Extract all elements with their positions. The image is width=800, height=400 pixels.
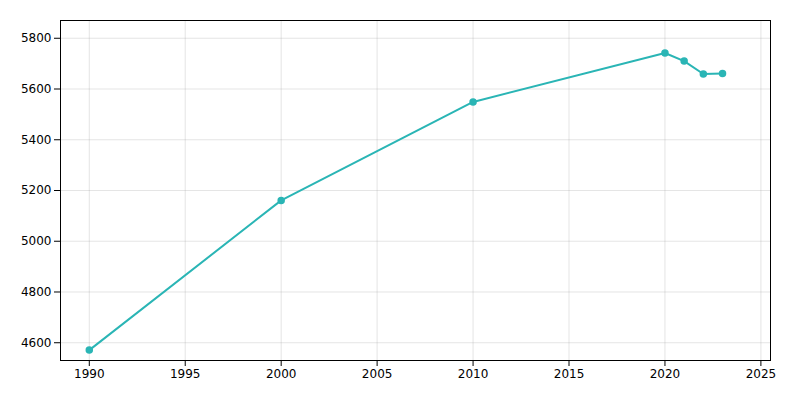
svg-text:2000: 2000 — [266, 367, 297, 381]
svg-text:2015: 2015 — [554, 367, 585, 381]
svg-text:1995: 1995 — [170, 367, 201, 381]
svg-text:5000: 5000 — [21, 234, 52, 248]
svg-text:5600: 5600 — [21, 82, 52, 96]
svg-text:5200: 5200 — [21, 183, 52, 197]
svg-text:2010: 2010 — [458, 367, 489, 381]
svg-text:1990: 1990 — [74, 367, 105, 381]
svg-text:4600: 4600 — [21, 336, 52, 350]
svg-text:5800: 5800 — [21, 31, 52, 45]
svg-text:2025: 2025 — [746, 367, 777, 381]
svg-text:2005: 2005 — [362, 367, 393, 381]
svg-text:4800: 4800 — [21, 285, 52, 299]
svg-text:2020: 2020 — [650, 367, 681, 381]
svg-text:5400: 5400 — [21, 133, 52, 147]
